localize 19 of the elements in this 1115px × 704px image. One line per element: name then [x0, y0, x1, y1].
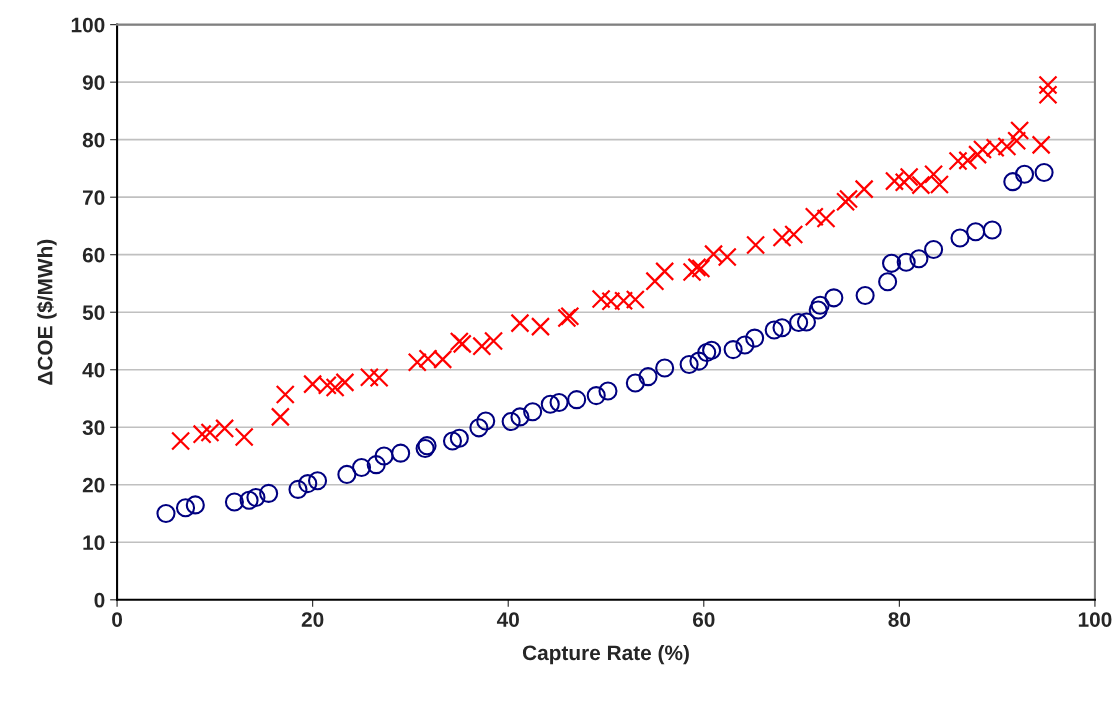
- x-tick-label: 20: [301, 612, 324, 627]
- x-axis-title: Capture Rate (%): [522, 644, 689, 665]
- x-tick-label: 100: [1078, 612, 1112, 627]
- y-axis-title: ΔCOE ($/MWh): [36, 239, 57, 385]
- x-tick-label: 80: [888, 612, 911, 627]
- y-tick-label: 0: [94, 592, 105, 608]
- y-tick-label: 90: [82, 75, 105, 90]
- y-tick-label: 100: [71, 17, 105, 33]
- y-tick-label: 50: [82, 305, 105, 320]
- y-tick-label: 30: [82, 420, 105, 436]
- y-tick-label: 40: [82, 362, 105, 378]
- x-tick-label: 60: [692, 612, 715, 627]
- y-tick-label: 70: [82, 190, 105, 205]
- x-tick-label: 40: [496, 612, 519, 627]
- y-tick-label: 80: [82, 132, 105, 148]
- x-tick-label: 0: [112, 612, 123, 627]
- y-tick-label: 20: [82, 477, 105, 493]
- y-tick-label: 10: [83, 535, 105, 551]
- y-tick-label: 60: [82, 247, 105, 263]
